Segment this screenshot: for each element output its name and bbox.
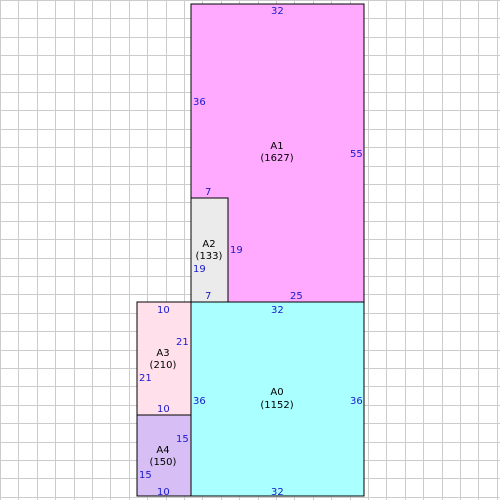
room-a1-name: A1 xyxy=(270,141,283,152)
room-a0-name: A0 xyxy=(270,387,283,398)
room-a0-area: (1152) xyxy=(260,400,293,411)
dim-a4-left: 15 xyxy=(139,470,152,481)
dim-a0-bottom: 32 xyxy=(271,487,284,498)
dim-a4-right: 15 xyxy=(176,434,189,445)
room-a4-area: (150) xyxy=(150,457,177,468)
room-a2-shape[interactable] xyxy=(190,197,229,303)
dim-a1-top: 32 xyxy=(271,6,284,17)
dim-a1-bottom: 25 xyxy=(290,291,303,302)
dim-a1-left: 36 xyxy=(193,97,206,108)
room-a2-area: (133) xyxy=(196,251,223,262)
room-a4-name: A4 xyxy=(156,445,169,456)
dim-a0-left: 36 xyxy=(193,396,206,407)
dim-a3-right: 21 xyxy=(176,337,189,348)
dim-a1-notch-side: 19 xyxy=(230,245,243,256)
room-a3-area: (210) xyxy=(150,360,177,371)
dim-a0-top: 32 xyxy=(271,305,284,316)
dim-a1-notch-top: 7 xyxy=(205,187,211,198)
room-a4-shape[interactable] xyxy=(136,414,192,497)
dim-a1-right: 55 xyxy=(350,149,363,160)
dim-a4-bottom: 10 xyxy=(157,487,170,498)
room-a1-area: (1627) xyxy=(260,153,293,164)
dim-a3-bottom: 10 xyxy=(157,404,170,415)
room-a3-shape[interactable] xyxy=(136,301,192,416)
dim-a2-left: 19 xyxy=(193,264,206,275)
dim-a2-bottom: 7 xyxy=(205,291,211,302)
room-a2-name: A2 xyxy=(202,239,215,250)
dim-a0-right: 36 xyxy=(350,396,363,407)
room-a0-shape[interactable] xyxy=(190,301,365,497)
dim-a3-left: 21 xyxy=(139,373,152,384)
dim-a3-top: 10 xyxy=(157,305,170,316)
room-a3-name: A3 xyxy=(156,348,169,359)
